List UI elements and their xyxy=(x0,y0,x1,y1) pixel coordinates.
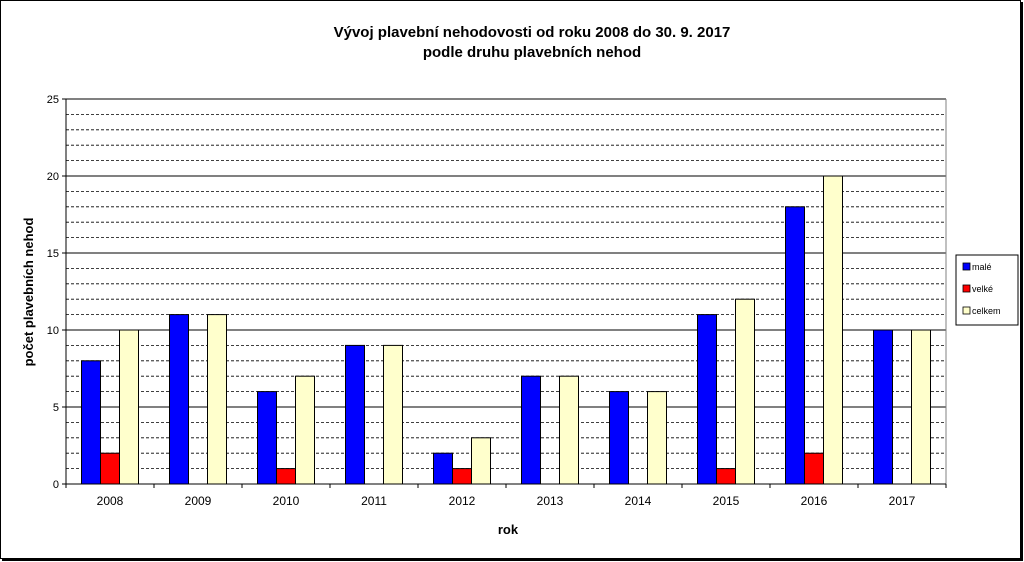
bar-celkem-2010 xyxy=(295,375,315,485)
bar-celkem-2016 xyxy=(823,175,843,485)
bar-celkem-2011 xyxy=(383,344,403,485)
bar-celkem-2014 xyxy=(647,391,667,485)
bar-malé-2017 xyxy=(873,329,893,485)
bars xyxy=(81,175,931,485)
y-tick-label: 20 xyxy=(47,171,59,183)
chart-title-line1: Vývoj plavební nehodovosti od roku 2008 … xyxy=(334,24,731,41)
y-tick-label: 0 xyxy=(53,479,59,491)
bar-malé-2011 xyxy=(345,344,365,485)
bar-velké-2016 xyxy=(804,452,824,485)
y-tick-label: 5 xyxy=(53,402,59,414)
y-tick-label: 15 xyxy=(47,248,59,260)
x-tick-label: 2011 xyxy=(361,494,387,508)
bar-malé-2015 xyxy=(697,314,717,485)
bar-velké-2015 xyxy=(716,468,736,485)
x-axis-title: rok xyxy=(498,522,519,537)
y-tick-labels: 0 5 10 15 20 25 xyxy=(47,94,66,491)
plot-grid xyxy=(66,98,947,484)
x-tick-label: 2013 xyxy=(537,494,564,508)
bar-malé-2016 xyxy=(785,206,805,485)
bar-celkem-2013 xyxy=(559,375,579,485)
x-tick-label: 2017 xyxy=(889,494,916,508)
legend: malé velké celkem xyxy=(955,254,1019,326)
bar-malé-2012 xyxy=(433,452,453,485)
legend-label-celkem: celkem xyxy=(972,306,1001,316)
bar-malé-2010 xyxy=(257,391,277,485)
bar-velké-2012 xyxy=(452,468,472,485)
chart-title-line2: podle druhu plavebních nehod xyxy=(423,44,641,61)
x-tick-label: 2010 xyxy=(273,494,300,508)
x-tick-labels: 2008 2009 2010 2011 2012 2013 2014 2015 2016 2017 xyxy=(65,484,947,508)
bar-velké-2008 xyxy=(100,452,120,485)
y-tick-label: 25 xyxy=(47,94,59,106)
legend-label-malé: malé xyxy=(972,262,992,272)
legend-swatch-celkem xyxy=(962,306,971,315)
bar-celkem-2015 xyxy=(735,298,755,485)
x-tick-label: 2012 xyxy=(449,494,476,508)
plot-area xyxy=(66,99,946,484)
y-tick-label: 10 xyxy=(47,325,59,337)
bar-velké-2010 xyxy=(276,468,296,485)
bar-malé-2008 xyxy=(81,360,101,485)
legend-swatch-malé xyxy=(962,262,971,271)
x-tick-label: 2015 xyxy=(713,494,740,508)
x-tick-label: 2016 xyxy=(801,494,828,508)
bar-malé-2009 xyxy=(169,314,189,485)
bar-celkem-2017 xyxy=(911,329,931,485)
x-tick-label: 2014 xyxy=(625,494,652,508)
y-axis-title: počet plavebních nehod xyxy=(21,218,36,367)
bar-malé-2014 xyxy=(609,391,629,485)
legend-label-velké: velké xyxy=(972,284,993,294)
bar-celkem-2012 xyxy=(471,437,491,485)
bar-celkem-2009 xyxy=(207,314,227,485)
legend-swatch-velké xyxy=(962,284,971,293)
x-tick-label: 2009 xyxy=(185,494,212,508)
bar-celkem-2008 xyxy=(119,329,139,485)
bar-malé-2013 xyxy=(521,375,541,485)
x-tick-label: 2008 xyxy=(97,494,124,508)
